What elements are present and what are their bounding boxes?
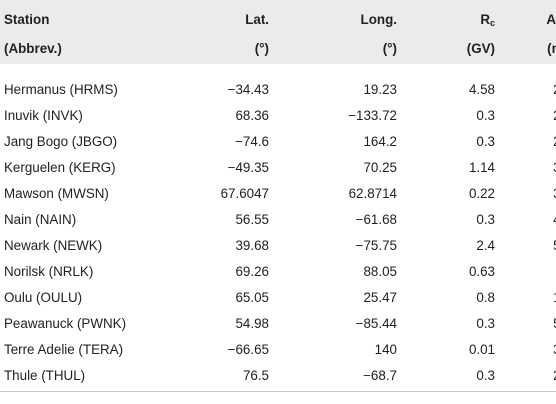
cell-rc: 0.3: [476, 133, 495, 149]
header-rc-main: R: [480, 12, 490, 27]
cell-lat: 56.55: [235, 211, 269, 227]
header-lat-unit: (°): [254, 41, 269, 56]
cell-station: Inuvik (INVK): [4, 107, 83, 123]
cell-rc: 4.58: [468, 81, 495, 97]
cell-long: −75.75: [355, 237, 397, 253]
table-row: Terre Adelie (TERA) −66.65 140 0.0132: [0, 336, 556, 362]
cell-long: −68.7: [273, 362, 401, 392]
cell-long: 25.47: [363, 289, 397, 305]
header-row-1: Station Lat. Long. Rc Alt.: [0, 0, 556, 36]
cell-lat: −34.43: [227, 81, 269, 97]
cell-long: −133.72: [348, 107, 397, 123]
table-row: Newark (NEWK) 39.68 −75.75 2.450: [0, 232, 556, 258]
cell-rc: 0.3: [476, 107, 495, 123]
cell-lat: 67.6047: [220, 185, 269, 201]
cell-station: Peawanuck (PWNK): [4, 315, 127, 331]
cell-alt: 53: [499, 310, 556, 336]
cell-long: 62.8714: [348, 185, 397, 201]
table-row: Inuvik (INVK) 68.36 −133.72 0.321: [0, 102, 556, 128]
cell-rc: 0.3: [476, 211, 495, 227]
cell-station: Norilsk (NRLK): [4, 263, 94, 279]
cell-lat: 54.98: [235, 315, 269, 331]
cell-lat: 76.5: [170, 362, 273, 392]
cell-alt: 32: [499, 336, 556, 362]
table-row: Nain (NAIN) 56.55 −61.68 0.346: [0, 206, 556, 232]
header-lat: Lat.: [245, 12, 269, 27]
cell-alt: 50: [499, 232, 556, 258]
cell-long: 19.23: [363, 81, 397, 97]
cell-lat: −49.35: [227, 159, 269, 175]
cell-station: Newark (NEWK): [4, 237, 103, 253]
table-row: Hermanus (HRMS) −34.43 19.23 4.5826: [0, 64, 556, 102]
cell-rc: 0.63: [468, 263, 495, 279]
cell-station: Terre Adelie (TERA): [4, 341, 124, 357]
cell-long: −85.44: [355, 315, 397, 331]
cell-rc: 2.4: [476, 237, 495, 253]
cell-long: −61.68: [355, 211, 397, 227]
table-row: Mawson (MWSN) 67.6047 62.8714 0.2230: [0, 180, 556, 206]
header-alt: Alt.: [546, 12, 556, 27]
cell-alt: 26: [499, 64, 556, 102]
header-row-2: (Abbrev.) (°) (°) (GV) (m): [0, 36, 556, 64]
cell-long: 164.2: [363, 133, 397, 149]
cell-station: Mawson (MWSN): [4, 185, 109, 201]
header-station: Station: [4, 12, 50, 27]
header-rc: Rc: [401, 0, 499, 36]
cell-rc: 0.3: [476, 315, 495, 331]
cell-station: Kerguelen (KERG): [4, 159, 116, 175]
cell-alt: 46: [499, 206, 556, 232]
table-row: Kerguelen (KERG) −49.35 70.25 1.1433: [0, 154, 556, 180]
header-rc-sub: c: [489, 18, 495, 28]
table-header: Station Lat. Long. Rc Alt. (Abbrev.) (°)…: [0, 0, 556, 64]
cell-station: Jang Bogo (JBGO): [4, 133, 118, 149]
cell-alt: 15: [499, 284, 556, 310]
cell-lat: 39.68: [235, 237, 269, 253]
cell-long: 88.05: [363, 263, 397, 279]
table-row: Jang Bogo (JBGO) −74.6 164.2 0.329: [0, 128, 556, 154]
cell-lat: 68.36: [235, 107, 269, 123]
cell-alt: 33: [499, 154, 556, 180]
cell-alt: 30: [499, 180, 556, 206]
cell-rc: 0.01: [468, 341, 495, 357]
station-table: Station Lat. Long. Rc Alt. (Abbrev.) (°)…: [0, 0, 556, 392]
cell-rc: 0.3: [401, 362, 499, 392]
cell-lat: 69.26: [235, 263, 269, 279]
cell-lat: −66.65: [227, 341, 269, 357]
cell-rc: 1.14: [468, 159, 495, 175]
header-rc-unit: (GV): [466, 41, 495, 56]
table-row: Thule (THUL)76.5−68.70.326: [0, 362, 556, 392]
cell-station: Oulu (OULU): [4, 289, 83, 305]
cell-alt: 29: [499, 128, 556, 154]
cell-rc: 0.22: [468, 185, 495, 201]
table-row: Norilsk (NRLK) 69.26 88.05 0.630: [0, 258, 556, 284]
cell-long: 140: [374, 341, 397, 357]
cell-long: 70.25: [363, 159, 397, 175]
cell-station: Nain (NAIN): [4, 211, 77, 227]
cell-rc: 0.8: [476, 289, 495, 305]
header-alt-unit: (m): [547, 41, 556, 56]
table-row: Oulu (OULU) 65.05 25.47 0.815: [0, 284, 556, 310]
cell-station: Thule (THUL): [0, 362, 170, 392]
cell-alt: 21: [499, 102, 556, 128]
header-long-unit: (°): [382, 41, 397, 56]
cell-lat: −74.6: [235, 133, 269, 149]
cell-alt: 0: [499, 258, 556, 284]
cell-station: Hermanus (HRMS): [4, 81, 118, 97]
cell-alt: 26: [499, 362, 556, 392]
header-long: Long.: [360, 12, 397, 27]
cell-lat: 65.05: [235, 289, 269, 305]
table-row: Peawanuck (PWNK) 54.98 −85.44 0.353: [0, 310, 556, 336]
header-station-unit: (Abbrev.): [4, 41, 62, 56]
